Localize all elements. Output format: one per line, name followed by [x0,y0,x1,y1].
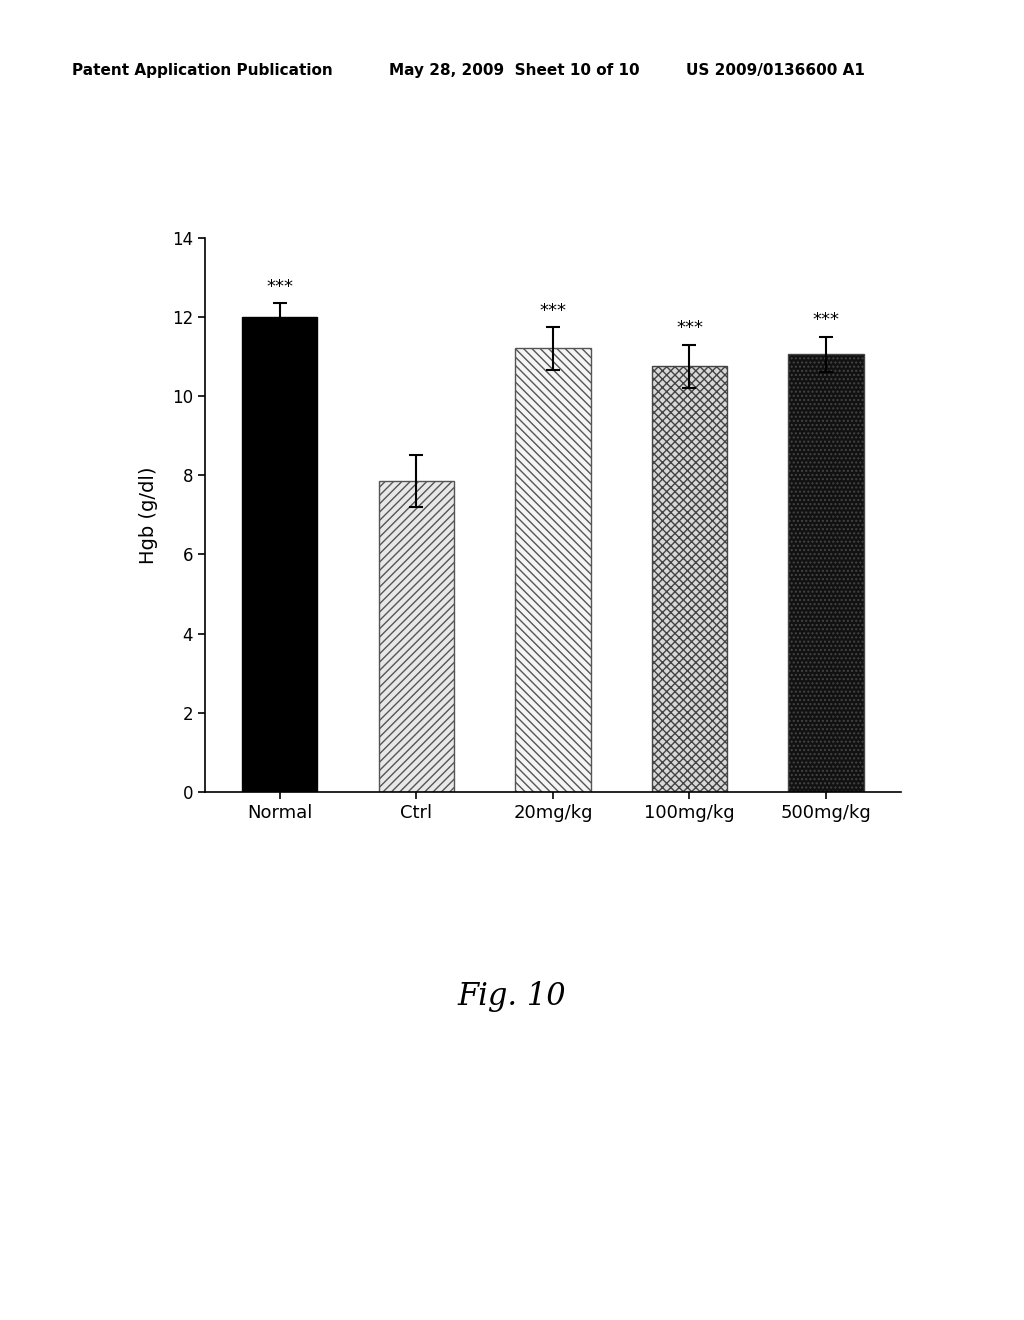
Text: ***: *** [266,277,294,296]
Bar [652,366,727,792]
Text: May 28, 2009  Sheet 10 of 10: May 28, 2009 Sheet 10 of 10 [389,63,640,78]
Text: Fig. 10: Fig. 10 [458,981,566,1012]
Text: ***: *** [676,319,703,338]
Bar [379,480,454,792]
Bar [515,348,591,792]
Bar [243,317,317,792]
Y-axis label: Hgb (g/dl): Hgb (g/dl) [139,466,158,564]
Text: ***: *** [812,312,840,330]
Text: US 2009/0136600 A1: US 2009/0136600 A1 [686,63,865,78]
Bar [788,354,863,792]
Text: ***: *** [540,301,566,319]
Text: Patent Application Publication: Patent Application Publication [72,63,333,78]
